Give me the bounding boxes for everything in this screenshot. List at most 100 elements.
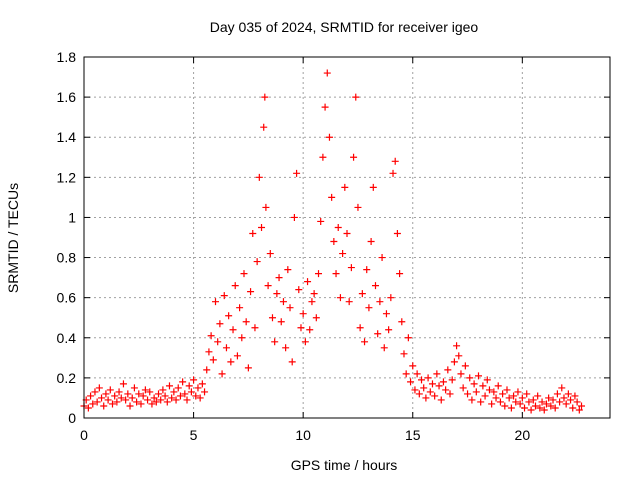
data-point: [470, 380, 478, 388]
data-point: [339, 250, 347, 258]
data-point: [260, 123, 268, 131]
data-point: [113, 398, 121, 406]
data-point: [538, 398, 546, 406]
data-point: [279, 298, 287, 306]
data-point: [545, 394, 553, 402]
data-point: [356, 324, 364, 332]
data-point: [108, 400, 116, 408]
plot-frame: [83, 56, 611, 419]
data-point: [453, 342, 461, 350]
data-point: [163, 398, 171, 406]
data-point: [531, 402, 539, 410]
data-point: [185, 382, 193, 390]
data-point: [150, 394, 158, 402]
data-point: [481, 392, 489, 400]
data-point: [378, 254, 386, 262]
data-point: [231, 282, 239, 290]
data-point: [369, 183, 377, 191]
data-point: [409, 362, 417, 370]
data-point: [168, 394, 176, 402]
data-point: [251, 324, 259, 332]
data-point: [117, 394, 125, 402]
data-point: [102, 390, 110, 398]
data-point: [336, 294, 344, 302]
data-point: [284, 266, 292, 274]
data-point: [216, 320, 224, 328]
data-point: [466, 374, 474, 382]
data-point: [363, 266, 371, 274]
data-point: [104, 396, 112, 404]
data-point: [442, 386, 450, 394]
y-tick-label: 1.6: [57, 89, 77, 105]
data-point: [238, 334, 246, 342]
data-point: [547, 402, 555, 410]
data-point: [155, 390, 163, 398]
data-point: [89, 400, 97, 408]
data-point: [264, 282, 272, 290]
data-point: [575, 406, 583, 414]
data-point: [98, 394, 106, 402]
data-point: [477, 398, 485, 406]
data-point: [198, 380, 206, 388]
data-point: [521, 404, 529, 412]
data-point: [95, 384, 103, 392]
data-point: [341, 183, 349, 191]
data-point: [396, 270, 404, 278]
data-point: [218, 370, 226, 378]
data-point: [135, 390, 143, 398]
data-point: [400, 350, 408, 358]
data-point: [128, 394, 136, 402]
data-point: [84, 404, 92, 412]
data-point: [361, 338, 369, 346]
data-point: [444, 366, 452, 374]
data-point: [475, 372, 482, 380]
data-point: [161, 392, 169, 400]
data-point: [507, 404, 515, 412]
data-point: [334, 223, 342, 231]
data-point: [258, 223, 266, 231]
data-point: [159, 386, 167, 394]
data-point: [293, 169, 301, 177]
data-point: [354, 203, 362, 211]
chart-title: Day 035 of 2024, SRMTID for receiver ige…: [210, 19, 479, 35]
data-point: [371, 282, 379, 290]
data-point: [387, 294, 395, 302]
data-point: [499, 390, 507, 398]
data-point: [229, 326, 237, 334]
data-point: [525, 398, 533, 406]
data-point: [325, 133, 333, 141]
data-point: [450, 358, 458, 366]
data-point: [411, 386, 419, 394]
data-point: [332, 270, 340, 278]
data-point: [556, 398, 564, 406]
data-point: [144, 396, 152, 404]
data-point: [288, 358, 296, 366]
data-point: [306, 326, 314, 334]
data-point: [183, 396, 191, 404]
data-point: [494, 382, 502, 390]
grid-lines: [84, 57, 610, 418]
data-point: [418, 376, 426, 384]
data-point: [393, 229, 401, 237]
data-point: [439, 378, 447, 386]
data-point: [194, 384, 202, 392]
data-point: [244, 364, 252, 372]
data-points: [80, 69, 586, 414]
data-point: [227, 358, 235, 366]
data-point: [315, 270, 323, 278]
data-point: [308, 298, 316, 306]
data-point: [214, 338, 222, 346]
data-point: [402, 370, 410, 378]
data-point: [503, 386, 511, 394]
data-point: [501, 402, 509, 410]
data-point: [529, 396, 537, 404]
data-point: [347, 264, 355, 272]
data-point: [141, 386, 149, 394]
data-point: [424, 374, 432, 382]
y-tick-label: 0.2: [57, 370, 77, 386]
x-tick-label: 20: [515, 427, 531, 443]
data-point: [536, 404, 544, 412]
data-point: [249, 229, 257, 237]
data-point: [268, 314, 276, 322]
y-tick-label: 1.4: [57, 129, 77, 145]
